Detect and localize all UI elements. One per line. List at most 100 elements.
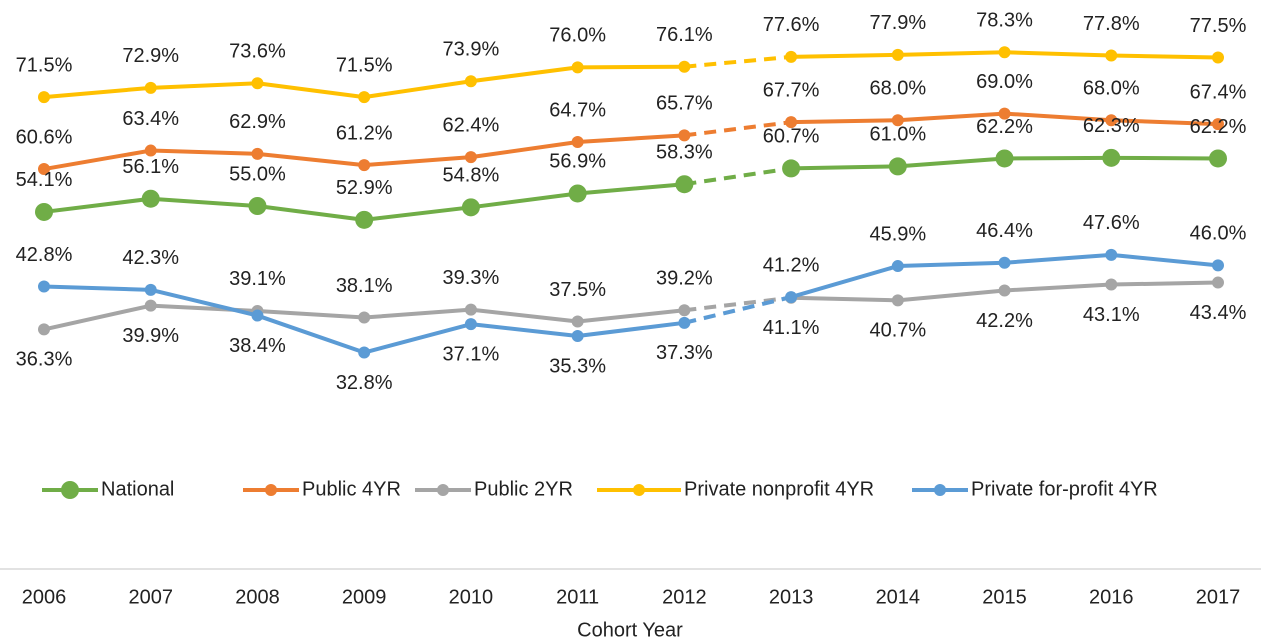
marker	[888, 157, 907, 176]
marker	[998, 46, 1011, 59]
marker	[891, 48, 904, 61]
data-label: 56.9%	[549, 151, 606, 173]
legend-label: Public 4YR	[302, 478, 401, 500]
marker	[1212, 51, 1224, 64]
line-dashed	[684, 166, 792, 187]
marker	[35, 202, 53, 221]
marker	[782, 159, 801, 178]
marker	[251, 147, 264, 160]
marker	[891, 294, 904, 307]
x-tick-label: 2006	[22, 586, 67, 608]
marker	[1105, 49, 1118, 62]
marker	[144, 283, 157, 296]
marker	[144, 299, 157, 312]
line-dashed	[684, 120, 792, 138]
data-label: 35.3%	[549, 355, 606, 377]
marker	[1212, 259, 1224, 272]
data-label: 63.4%	[122, 108, 179, 130]
data-label: 43.1%	[1083, 304, 1140, 326]
data-label: 39.9%	[122, 325, 179, 347]
data-label: 77.8%	[1083, 13, 1140, 35]
data-label: 65.7%	[656, 93, 713, 115]
data-label: 36.3%	[16, 349, 73, 371]
data-label: 64.7%	[549, 99, 606, 121]
data-label: 42.2%	[976, 310, 1033, 332]
data-label: 67.7%	[763, 79, 820, 101]
marker	[678, 304, 691, 317]
marker	[571, 135, 584, 148]
marker	[891, 114, 904, 127]
data-label: 58.3%	[656, 142, 713, 164]
marker	[998, 284, 1011, 297]
data-label: 56.1%	[122, 156, 179, 178]
marker	[995, 149, 1014, 168]
marker	[358, 159, 371, 172]
data-label: 54.1%	[16, 169, 73, 191]
x-tick-label: 2013	[769, 586, 814, 608]
data-label: 38.4%	[229, 335, 286, 357]
data-label: 61.2%	[336, 122, 393, 144]
data-label: 62.2%	[976, 116, 1033, 138]
data-label: 54.8%	[443, 165, 500, 187]
data-label: 52.9%	[336, 177, 393, 199]
data-label: 43.4%	[1190, 302, 1247, 324]
data-label: 32.8%	[336, 372, 393, 394]
marker	[678, 60, 691, 73]
data-label: 47.6%	[1083, 212, 1140, 234]
x-tick-label: 2016	[1089, 586, 1134, 608]
data-label: 37.1%	[443, 343, 500, 365]
data-label: 62.2%	[1190, 116, 1247, 138]
marker	[1105, 248, 1118, 261]
marker	[358, 311, 371, 324]
marker	[251, 77, 264, 90]
data-label: 61.0%	[869, 124, 926, 146]
marker	[251, 309, 264, 322]
marker	[355, 210, 374, 229]
data-label: 39.2%	[656, 268, 713, 290]
marker	[571, 61, 584, 74]
marker	[38, 163, 50, 176]
legend-label: Private for-profit 4YR	[971, 478, 1158, 500]
marker	[464, 318, 477, 331]
marker	[998, 107, 1011, 120]
data-label: 60.7%	[763, 126, 820, 148]
x-tick-label: 2014	[876, 586, 921, 608]
legend-marker	[265, 484, 277, 496]
marker	[1212, 118, 1224, 131]
marker	[678, 129, 691, 142]
data-label: 77.6%	[763, 14, 820, 36]
x-tick-label: 2009	[342, 586, 387, 608]
data-label: 60.6%	[16, 126, 73, 148]
marker	[464, 151, 477, 164]
marker	[891, 260, 904, 273]
data-label: 42.8%	[16, 244, 73, 266]
marker	[571, 315, 584, 328]
marker	[38, 91, 50, 104]
data-label: 71.5%	[336, 54, 393, 76]
data-label: 42.3%	[122, 247, 179, 269]
marker	[144, 144, 157, 157]
line-dashed	[684, 54, 792, 69]
marker	[678, 316, 691, 329]
x-tick-label: 2008	[235, 586, 280, 608]
marker	[358, 91, 371, 104]
data-label: 68.0%	[1083, 77, 1140, 99]
data-label: 78.3%	[976, 10, 1033, 32]
marker	[1209, 149, 1227, 168]
marker	[144, 81, 157, 94]
marker	[464, 303, 477, 316]
data-label: 37.5%	[549, 279, 606, 301]
data-label: 37.3%	[656, 342, 713, 364]
data-label: 77.5%	[1190, 15, 1247, 37]
data-label: 39.1%	[229, 268, 286, 290]
legend-label: National	[101, 478, 174, 500]
x-tick-label: 2010	[449, 586, 494, 608]
marker	[141, 189, 160, 208]
data-label: 46.4%	[976, 220, 1033, 242]
marker	[464, 75, 477, 88]
x-tick-label: 2017	[1196, 586, 1241, 608]
line-dashed	[683, 295, 792, 325]
data-label: 62.4%	[443, 114, 500, 136]
